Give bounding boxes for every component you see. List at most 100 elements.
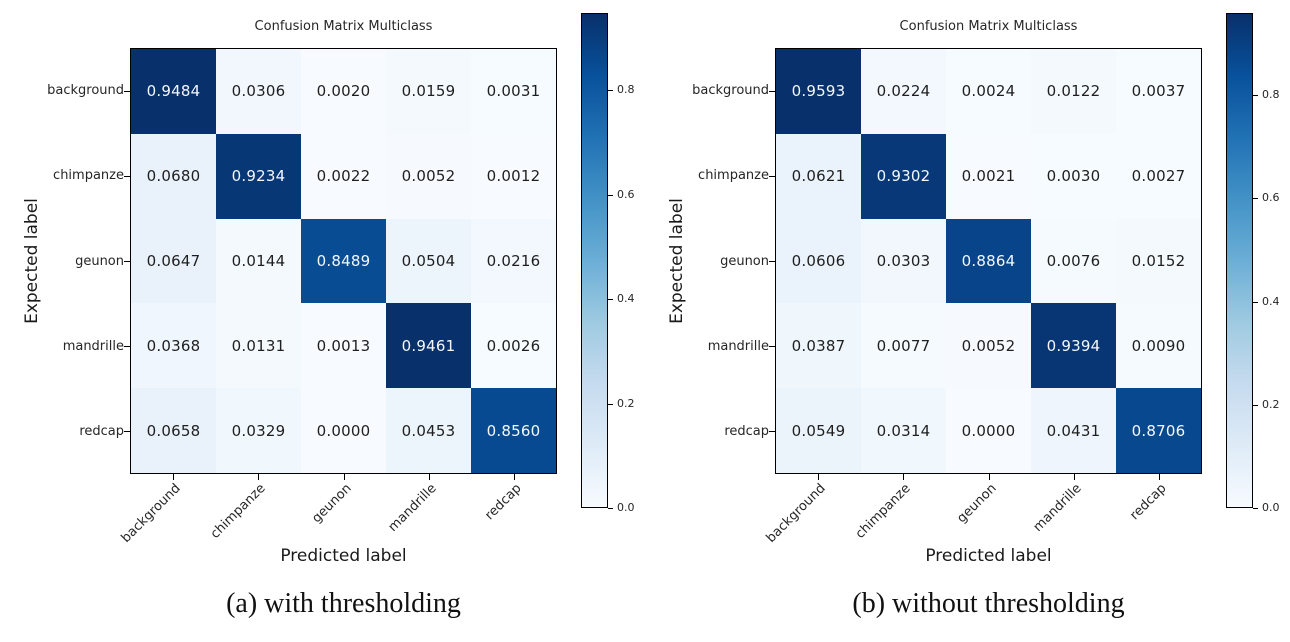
matrix-cell: 0.0022 (301, 133, 386, 219)
x-axis-label: Predicted label (925, 546, 1052, 566)
matrix-cell: 0.0680 (131, 133, 216, 219)
matrix-cell: 0.0131 (216, 303, 301, 389)
matrix-cell: 0.0453 (386, 388, 471, 473)
colorbar-tick-mark (608, 299, 613, 300)
x-axis-tick-mark (1074, 474, 1075, 480)
y-axis-tick-mark (124, 261, 130, 262)
y-tick-label: background (692, 83, 769, 99)
matrix-cell: 0.0621 (776, 133, 861, 219)
plot-title: Confusion Matrix Multiclass (254, 19, 433, 34)
y-axis-tick-mark (124, 346, 130, 347)
matrix-cell: 0.0037 (1116, 49, 1201, 134)
matrix-cell: 0.0159 (386, 49, 471, 134)
matrix-cell: 0.0549 (776, 388, 861, 473)
matrix-cell: 0.0224 (861, 49, 946, 134)
matrix-cell: 0.8489 (301, 218, 386, 304)
y-tick-label: redcap (79, 423, 124, 439)
matrix-cell: 0.0052 (946, 303, 1031, 389)
figure-caption: (a) with thresholding (226, 588, 461, 619)
y-tick-labels: background chimpanze geunon mandrille redcap (0, 48, 124, 474)
colorbar-tick-mark (1253, 302, 1258, 303)
colorbar-tick-mark (608, 508, 613, 509)
y-tick-label: geunon (720, 253, 769, 269)
matrix-cell: 0.0027 (1116, 133, 1201, 219)
y-axis-tick-mark (769, 431, 775, 432)
y-tick-label: chimpanze (53, 168, 124, 184)
colorbar-tick-label: 0.2 (617, 397, 635, 410)
y-axis-tick-mark (769, 91, 775, 92)
y-tick-label: geunon (75, 253, 124, 269)
x-axis-tick-mark (173, 474, 174, 480)
x-axis-tick-mark (903, 474, 904, 480)
matrix-cell: 0.0077 (861, 303, 946, 389)
colorbar-tick-label: 0.8 (617, 83, 635, 96)
matrix-cell: 0.8560 (471, 388, 556, 473)
colorbar-tick-label: 0.8 (1262, 88, 1280, 101)
matrix-cell: 0.0021 (946, 133, 1031, 219)
y-tick-label: redcap (724, 423, 769, 439)
matrix-cell: 0.0144 (216, 218, 301, 304)
matrix-cell: 0.0020 (301, 49, 386, 134)
matrix-cell: 0.0000 (946, 388, 1031, 473)
y-axis-tick-mark (769, 176, 775, 177)
x-axis-tick-mark (989, 474, 990, 480)
y-tick-label: background (47, 83, 124, 99)
matrix-cell: 0.0368 (131, 303, 216, 389)
matrix-cell: 0.0090 (1116, 303, 1201, 389)
x-axis-tick-mark (344, 474, 345, 480)
y-axis-tick-mark (124, 176, 130, 177)
y-tick-label: chimpanze (698, 168, 769, 184)
y-axis-tick-mark (769, 346, 775, 347)
colorbar-gradient (582, 14, 607, 507)
matrix-cell: 0.0000 (301, 388, 386, 473)
matrix-cell: 0.0031 (471, 49, 556, 134)
matrix-cell: 0.9394 (1031, 303, 1116, 389)
matrix-cell: 0.9461 (386, 303, 471, 389)
matrix-cell: 0.8706 (1116, 388, 1201, 473)
colorbar (581, 13, 608, 508)
matrix-cell: 0.0024 (946, 49, 1031, 134)
colorbar-tick-label: 0.0 (617, 501, 635, 514)
colorbar-tick-mark (608, 404, 613, 405)
matrix-cell: 0.0012 (471, 133, 556, 219)
colorbar-tick-mark (1253, 508, 1258, 509)
x-axis-tick-mark (818, 474, 819, 480)
colorbar-tick-label: 0.4 (1262, 295, 1280, 308)
x-axis-tick-mark (514, 474, 515, 480)
colorbar-tick-mark (1253, 405, 1258, 406)
y-axis-tick-mark (124, 431, 130, 432)
x-axis-tick-mark (1159, 474, 1160, 480)
heatmap-grid: 0.9484 0.0306 0.0020 0.0159 0.0031 0.0680 0.92… (130, 48, 557, 474)
x-axis-tick-mark (429, 474, 430, 480)
matrix-cell: 0.0013 (301, 303, 386, 389)
matrix-cell: 0.9484 (131, 49, 216, 134)
y-tick-labels: background chimpanze geunon mandrille redcap (645, 48, 769, 474)
y-tick-label: mandrille (707, 338, 769, 354)
colorbar-gradient (1227, 14, 1252, 507)
colorbar (1226, 13, 1253, 508)
matrix-cell: 0.0658 (131, 388, 216, 473)
colorbar-tick-label: 0.6 (1262, 191, 1280, 204)
y-axis-tick-mark (124, 91, 130, 92)
colorbar-tick-label: 0.6 (617, 188, 635, 201)
matrix-cell: 0.0076 (1031, 218, 1116, 304)
matrix-cell: 0.0303 (861, 218, 946, 304)
matrix-cell: 0.9234 (216, 133, 301, 219)
matrix-cell: 0.8864 (946, 218, 1031, 304)
matrix-cell: 0.0306 (216, 49, 301, 134)
colorbar-tick-mark (608, 90, 613, 91)
figure-caption: (b) without thresholding (852, 588, 1125, 619)
matrix-cell: 0.0026 (471, 303, 556, 389)
y-tick-label: mandrille (62, 338, 124, 354)
colorbar-tick-label: 0.4 (617, 292, 635, 305)
matrix-cell: 0.0152 (1116, 218, 1201, 304)
matrix-cell: 0.0647 (131, 218, 216, 304)
matrix-cell: 0.0387 (776, 303, 861, 389)
colorbar-tick-mark (1253, 95, 1258, 96)
matrix-cell: 0.0504 (386, 218, 471, 304)
matrix-cell: 0.0431 (1031, 388, 1116, 473)
matrix-cell: 0.9302 (861, 133, 946, 219)
matrix-cell: 0.0329 (216, 388, 301, 473)
colorbar-tick-mark (1253, 198, 1258, 199)
colorbar-tick-mark (608, 195, 613, 196)
